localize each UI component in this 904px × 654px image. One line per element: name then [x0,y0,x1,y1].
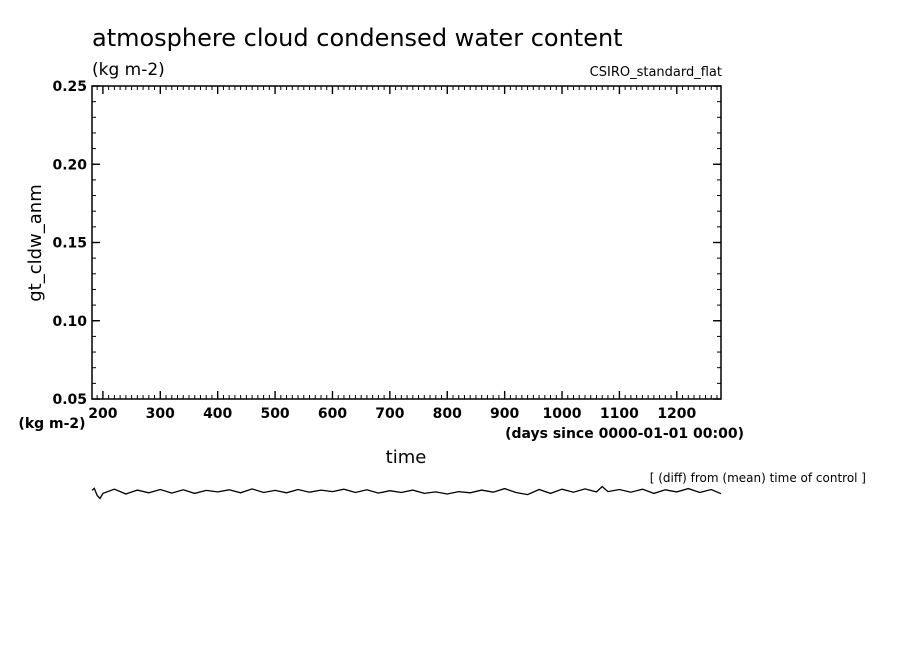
y-axis-unit: (kg m-2) [18,416,85,432]
y-tick-label: 0.25 [52,79,87,95]
model-label: CSIRO_standard_flat [590,65,722,80]
diff-annotation: [ (diff) from (mean) time of control ] [650,471,866,485]
x-tick-label: 200 [88,406,117,422]
y-axis-label: gt_cldw_anm [25,184,46,302]
x-tick-label: 1000 [543,406,582,422]
x-tick-label: 800 [433,406,462,422]
x-tick-label: 600 [318,406,347,422]
x-tick-label: 400 [203,406,232,422]
plot-frame [91,85,722,400]
x-axis-unit: (days since 0000-01-01 00:00) [505,426,744,442]
x-tick-label: 700 [375,406,404,422]
x-axis-label: time [386,447,427,468]
x-tick-label: 1100 [600,406,639,422]
x-axis: 200 300 400 500 600 700 800 900 1000 1100 1200 [88,86,718,422]
y-tick-label: 0.05 [52,392,87,408]
y-tick-label: 0.10 [52,314,87,330]
series-line [91,485,722,500]
x-tick-label: 300 [146,406,175,422]
x-tick-label: 1200 [657,406,696,422]
chart-subtitle: (kg m-2) [92,60,165,80]
y-axis: 0.05 0.10 0.15 0.20 0.25 [52,79,721,408]
y-tick-label: 0.20 [52,157,87,173]
x-tick-label: 500 [260,406,289,422]
chart-title: atmosphere cloud condensed water content [92,24,623,52]
y-tick-label: 0.15 [52,236,87,252]
x-tick-label: 900 [490,406,519,422]
